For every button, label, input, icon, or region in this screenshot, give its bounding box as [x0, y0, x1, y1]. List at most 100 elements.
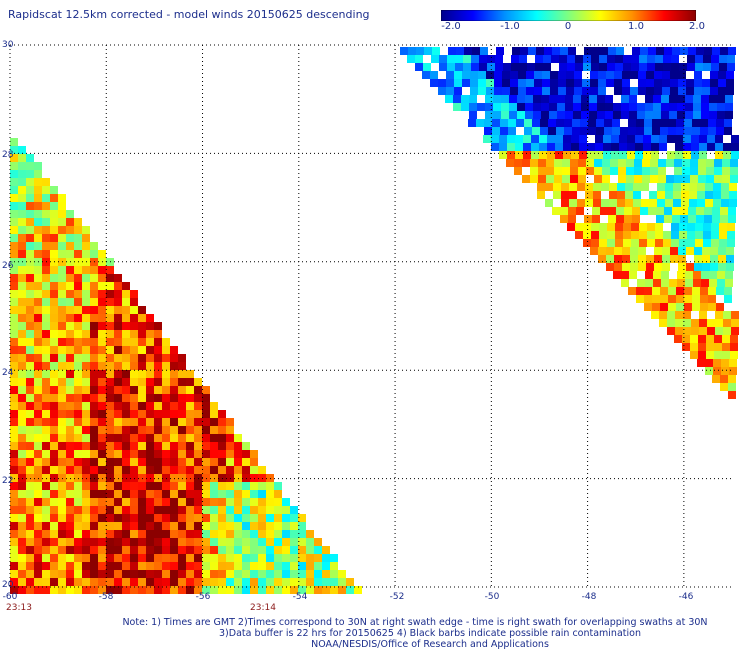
wind-cell [515, 143, 523, 151]
wind-cell [202, 466, 210, 474]
wind-cell [162, 554, 170, 562]
wind-cell [58, 434, 66, 442]
wind-cell [178, 378, 186, 386]
wind-cell [10, 562, 18, 570]
wind-cell [186, 402, 194, 410]
wind-cell [298, 586, 306, 594]
wind-cell [707, 135, 715, 143]
wind-cell [178, 530, 186, 538]
wind-cell [731, 311, 739, 319]
wind-cell [647, 63, 655, 71]
wind-cell [506, 159, 514, 167]
wind-cell [541, 95, 549, 103]
wind-cell [26, 186, 34, 194]
wind-cell [685, 103, 693, 111]
wind-cell [547, 151, 555, 159]
wind-cell [146, 346, 154, 354]
wind-cell [194, 474, 202, 482]
wind-cell [727, 63, 735, 71]
wind-cell [106, 298, 114, 306]
wind-cell [250, 546, 258, 554]
wind-cell [130, 530, 138, 538]
wind-cell [322, 578, 330, 586]
wind-cell [194, 522, 202, 530]
wind-cell [130, 338, 138, 346]
wind-cell [706, 335, 714, 343]
wind-cell [170, 578, 178, 586]
wind-cell [346, 586, 354, 594]
wind-cell [34, 306, 42, 314]
wind-cell [74, 418, 82, 426]
wind-cell [10, 146, 18, 154]
wind-cell [10, 282, 18, 290]
wind-cell [653, 279, 661, 287]
wind-cell [90, 450, 98, 458]
wind-cell [242, 514, 250, 522]
wind-cell [34, 210, 42, 218]
wind-cell [493, 111, 501, 119]
wind-cell [178, 546, 186, 554]
wind-cell [697, 359, 705, 367]
colorbar [441, 10, 696, 21]
wind-cell [648, 47, 656, 55]
wind-cell [518, 87, 526, 95]
wind-cell [82, 370, 90, 378]
wind-cell [138, 538, 146, 546]
wind-cell [122, 298, 130, 306]
wind-cell [484, 119, 492, 127]
wind-cell [676, 127, 684, 135]
wind-cell [50, 186, 58, 194]
wind-cell [599, 55, 607, 63]
wind-cell [98, 586, 106, 594]
wind-cell [626, 167, 634, 175]
wind-cell [586, 167, 594, 175]
wind-cell [130, 514, 138, 522]
wind-cell [495, 55, 503, 63]
wind-cell [26, 578, 34, 586]
wind-cell [66, 490, 74, 498]
wind-cell [106, 354, 114, 362]
wind-cell [561, 199, 569, 207]
wind-cell [170, 386, 178, 394]
wind-cell [122, 346, 130, 354]
wind-cell [82, 490, 90, 498]
wind-cell [234, 474, 242, 482]
wind-cell [50, 546, 58, 554]
wind-cell [306, 586, 314, 594]
wind-cell [58, 362, 66, 370]
wind-cell [66, 250, 74, 258]
wind-cell [26, 386, 34, 394]
wind-cell [638, 263, 646, 271]
wind-cell [715, 311, 723, 319]
wind-cell [122, 498, 130, 506]
wind-cell [725, 271, 733, 279]
wind-cell [547, 143, 555, 151]
wind-cell [576, 207, 584, 215]
wind-cell [106, 498, 114, 506]
wind-cell [557, 95, 565, 103]
wind-cell [630, 247, 638, 255]
wind-cell [637, 103, 645, 111]
wind-cell [138, 306, 146, 314]
wind-cell [114, 562, 122, 570]
wind-cell [218, 562, 226, 570]
wind-cell [571, 151, 579, 159]
wind-cell [178, 442, 186, 450]
wind-cell [98, 442, 106, 450]
wind-cell [502, 79, 510, 87]
wind-cell [50, 394, 58, 402]
wind-cell [26, 306, 34, 314]
wind-cell [599, 239, 607, 247]
wind-cell [10, 394, 18, 402]
wind-cell [66, 402, 74, 410]
wind-cell [653, 271, 661, 279]
wind-cell [58, 474, 66, 482]
wind-cell [330, 562, 338, 570]
wind-cell [34, 490, 42, 498]
wind-cell [573, 95, 581, 103]
wind-cell [644, 127, 652, 135]
wind-cell [10, 290, 18, 298]
wind-cell [26, 370, 34, 378]
wind-cell [580, 119, 588, 127]
wind-cell [549, 103, 557, 111]
